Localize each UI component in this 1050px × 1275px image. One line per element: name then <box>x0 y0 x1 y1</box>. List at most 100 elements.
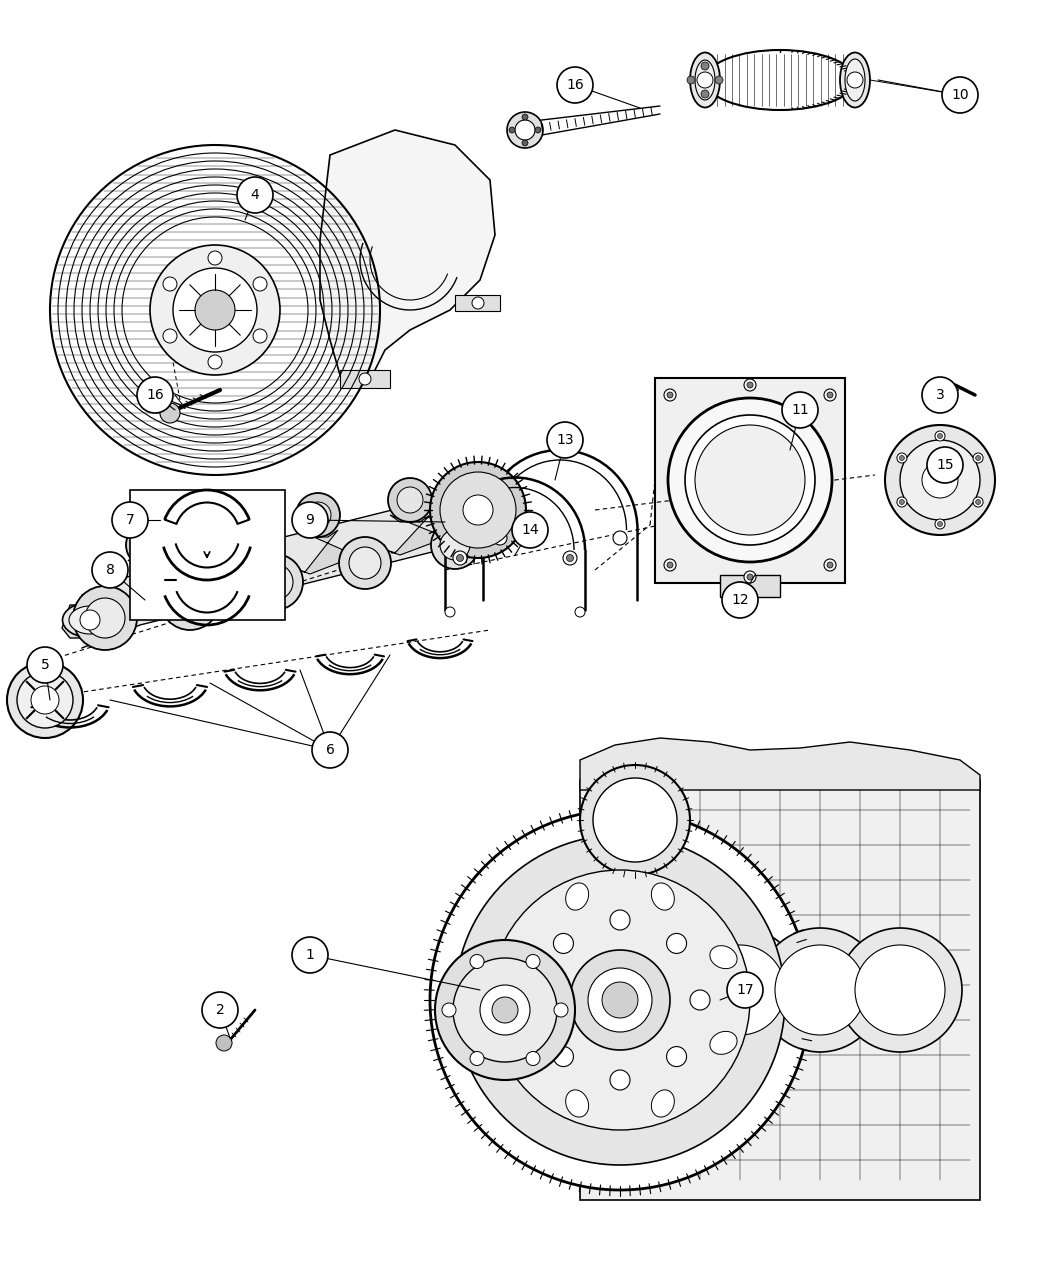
Circle shape <box>900 440 980 520</box>
Circle shape <box>472 297 484 309</box>
Circle shape <box>701 91 709 98</box>
Circle shape <box>975 455 981 460</box>
Circle shape <box>522 140 528 147</box>
Text: 6: 6 <box>326 743 335 757</box>
Circle shape <box>667 562 673 567</box>
Text: 2: 2 <box>215 1003 225 1017</box>
Text: 14: 14 <box>521 523 539 537</box>
Circle shape <box>695 945 785 1035</box>
Ellipse shape <box>503 1031 530 1054</box>
Circle shape <box>253 277 267 291</box>
Circle shape <box>173 268 257 352</box>
Circle shape <box>685 414 815 544</box>
Circle shape <box>445 607 455 617</box>
Circle shape <box>782 391 818 428</box>
Circle shape <box>136 377 173 413</box>
Bar <box>455 295 500 311</box>
Circle shape <box>435 940 575 1080</box>
Circle shape <box>296 493 340 537</box>
Circle shape <box>440 472 516 548</box>
Circle shape <box>17 672 74 728</box>
Circle shape <box>80 609 100 630</box>
Circle shape <box>554 1003 568 1017</box>
Text: 4: 4 <box>251 187 259 201</box>
Circle shape <box>216 1035 232 1051</box>
Circle shape <box>470 955 484 969</box>
Circle shape <box>457 555 463 561</box>
Circle shape <box>135 532 161 558</box>
Circle shape <box>430 462 526 558</box>
Circle shape <box>494 530 507 544</box>
Circle shape <box>973 497 983 507</box>
Circle shape <box>973 453 983 463</box>
Ellipse shape <box>840 52 870 107</box>
Circle shape <box>827 391 833 398</box>
Circle shape <box>312 732 348 768</box>
Circle shape <box>668 398 832 562</box>
Circle shape <box>747 382 753 388</box>
Circle shape <box>339 537 391 589</box>
Circle shape <box>202 992 238 1028</box>
Circle shape <box>455 835 785 1165</box>
Circle shape <box>610 1070 630 1090</box>
Circle shape <box>547 422 583 458</box>
Circle shape <box>430 810 810 1190</box>
Polygon shape <box>82 488 510 648</box>
Circle shape <box>687 76 695 84</box>
Text: 12: 12 <box>731 593 749 607</box>
Circle shape <box>934 431 945 441</box>
Circle shape <box>934 519 945 529</box>
Circle shape <box>397 487 423 513</box>
Polygon shape <box>380 515 475 555</box>
Circle shape <box>85 598 125 638</box>
Circle shape <box>975 500 981 505</box>
Circle shape <box>580 765 690 875</box>
Circle shape <box>211 507 255 552</box>
Circle shape <box>163 277 177 291</box>
Circle shape <box>667 933 687 954</box>
Circle shape <box>507 112 543 148</box>
Ellipse shape <box>845 59 865 101</box>
Circle shape <box>253 329 267 343</box>
Circle shape <box>492 997 518 1023</box>
Text: 17: 17 <box>736 983 754 997</box>
Circle shape <box>885 425 995 536</box>
Circle shape <box>304 502 331 528</box>
Circle shape <box>942 76 978 113</box>
Ellipse shape <box>651 882 674 910</box>
Circle shape <box>678 928 802 1052</box>
Polygon shape <box>580 738 980 790</box>
Ellipse shape <box>503 946 530 969</box>
Ellipse shape <box>566 882 589 910</box>
Circle shape <box>220 516 246 543</box>
Ellipse shape <box>566 1090 589 1117</box>
Circle shape <box>522 113 528 120</box>
Circle shape <box>827 562 833 567</box>
Circle shape <box>553 933 573 954</box>
Polygon shape <box>205 544 295 592</box>
Bar <box>720 575 780 597</box>
Circle shape <box>150 245 280 375</box>
Circle shape <box>160 570 220 630</box>
Circle shape <box>160 403 180 423</box>
Circle shape <box>92 552 128 588</box>
Text: 16: 16 <box>566 78 584 92</box>
Circle shape <box>727 972 763 1009</box>
Circle shape <box>922 462 958 499</box>
Circle shape <box>359 374 371 385</box>
Polygon shape <box>62 606 118 638</box>
Circle shape <box>553 1047 573 1067</box>
Circle shape <box>897 497 907 507</box>
Circle shape <box>442 1003 456 1017</box>
Circle shape <box>588 968 652 1031</box>
Circle shape <box>7 662 83 738</box>
Circle shape <box>667 1047 687 1067</box>
Circle shape <box>701 62 709 70</box>
Circle shape <box>292 937 328 973</box>
Circle shape <box>927 448 963 483</box>
Circle shape <box>697 71 713 88</box>
Ellipse shape <box>695 60 715 99</box>
Circle shape <box>480 986 530 1035</box>
Circle shape <box>126 523 170 567</box>
Circle shape <box>824 389 836 402</box>
